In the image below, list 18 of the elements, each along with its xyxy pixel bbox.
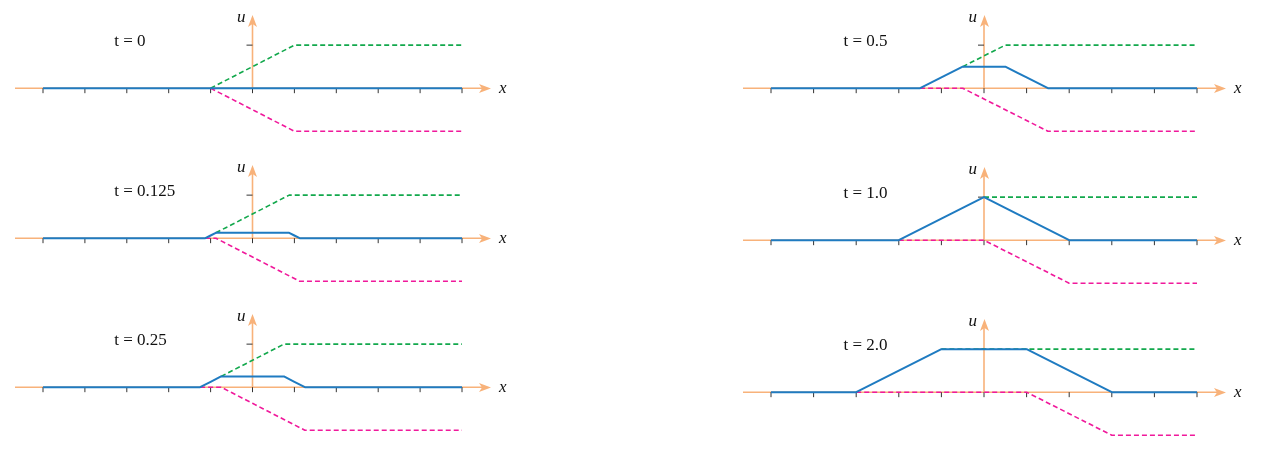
chart-title: t = 1.0	[843, 183, 888, 203]
y-axis-title: u	[968, 311, 977, 331]
y-axis-title: u	[237, 306, 246, 326]
y-axis-title: u	[968, 159, 977, 179]
y-axis-title: u	[968, 7, 977, 27]
x-axis-title: x	[498, 77, 507, 97]
x-axis-title: x	[1233, 381, 1242, 401]
chart-title: t = 0.5	[843, 31, 888, 51]
y-axis-title: u	[237, 7, 246, 27]
y-axis-title: u	[237, 157, 246, 177]
x-axis-title: x	[1233, 229, 1242, 249]
chart-title: t = 0.25	[114, 330, 167, 350]
x-axis-title: x	[1233, 77, 1242, 97]
x-axis-title: x	[498, 376, 507, 396]
x-axis-title: x	[498, 227, 507, 247]
chart-title: t = 0	[114, 31, 146, 51]
chart-title: t = 0.125	[114, 181, 176, 201]
chart-title: t = 2.0	[843, 335, 888, 355]
